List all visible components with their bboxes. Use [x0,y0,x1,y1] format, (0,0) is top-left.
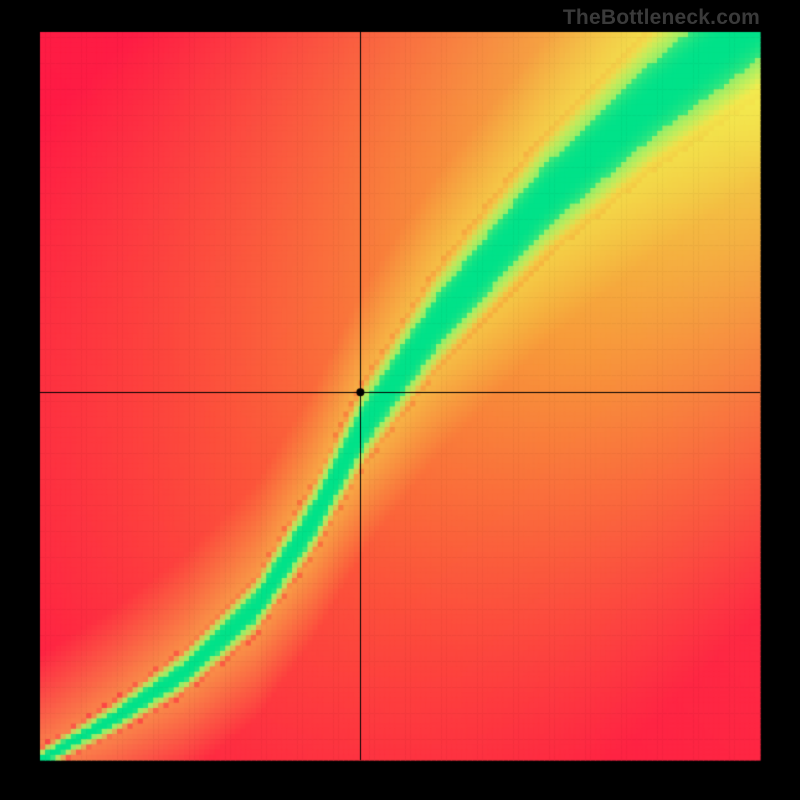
watermark-text: TheBottleneck.com [563,6,760,30]
bottleneck-heatmap [0,0,800,800]
root: TheBottleneck.com [0,0,800,800]
